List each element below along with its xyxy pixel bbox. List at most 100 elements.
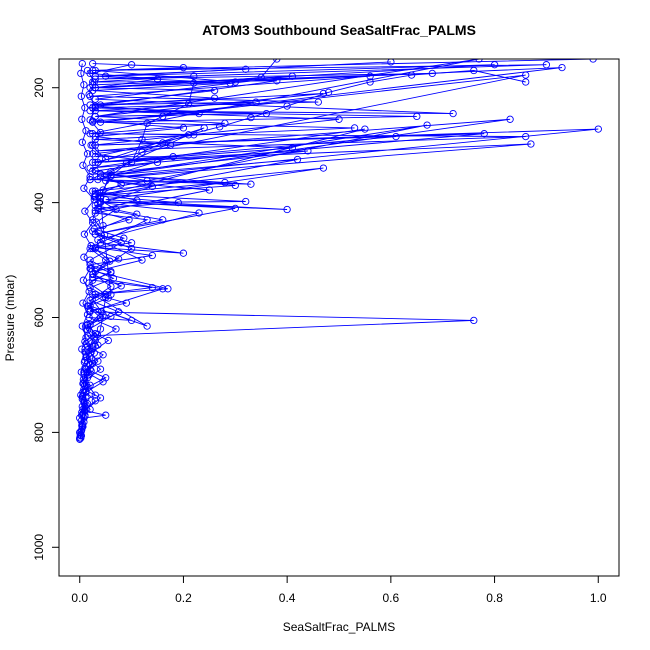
data-point xyxy=(91,391,99,399)
data-point xyxy=(179,124,188,132)
data-point xyxy=(179,249,188,257)
x-tick-label: 1.0 xyxy=(590,591,607,605)
data-point xyxy=(96,313,105,322)
y-tick-label: 800 xyxy=(32,422,46,442)
data-point xyxy=(231,181,239,190)
data-point xyxy=(112,325,120,333)
data-point xyxy=(77,368,85,376)
data-point xyxy=(506,115,514,123)
plot-area xyxy=(76,59,602,443)
data-point xyxy=(190,79,198,87)
data-point xyxy=(83,332,92,340)
data-point xyxy=(91,397,99,405)
data-point xyxy=(288,144,296,152)
data-point xyxy=(470,66,478,75)
series-8 xyxy=(76,59,98,422)
data-point xyxy=(89,227,97,235)
data-point xyxy=(366,72,374,80)
data-point xyxy=(120,234,128,242)
data-point xyxy=(324,88,333,96)
data-point xyxy=(252,98,260,106)
data-point xyxy=(184,100,193,108)
data-point xyxy=(138,256,146,264)
data-point xyxy=(114,255,123,263)
data-point xyxy=(184,131,193,139)
series-7 xyxy=(78,66,125,419)
series-line xyxy=(92,70,526,220)
data-point xyxy=(97,308,106,316)
series-line xyxy=(89,59,278,370)
data-point xyxy=(221,178,229,187)
data-point xyxy=(78,322,86,330)
chart-title: ATOM3 Southbound SeaSaltFrac_PALMS xyxy=(202,22,476,38)
data-point xyxy=(127,239,136,247)
data-point xyxy=(231,78,239,86)
data-point xyxy=(159,112,167,121)
data-point xyxy=(86,256,94,264)
data-point xyxy=(558,63,566,72)
data-point xyxy=(335,115,343,123)
x-tick-label: 0.4 xyxy=(279,591,296,605)
data-point xyxy=(102,293,110,302)
data-point xyxy=(527,140,535,148)
data-point xyxy=(94,175,102,184)
data-point xyxy=(90,78,98,86)
data-point xyxy=(77,427,85,435)
data-point xyxy=(407,71,416,79)
data-point xyxy=(216,123,224,131)
data-point xyxy=(79,299,87,307)
data-point xyxy=(91,158,99,167)
data-point xyxy=(470,316,478,325)
data-point xyxy=(85,90,93,99)
series-line xyxy=(79,63,95,419)
data-point xyxy=(138,148,146,156)
data-point xyxy=(92,218,100,226)
data-point xyxy=(107,282,115,291)
data-point xyxy=(195,209,203,217)
data-point xyxy=(78,59,86,68)
y-tick-label: 1000 xyxy=(32,534,46,561)
data-point xyxy=(80,81,88,89)
data-point xyxy=(88,167,96,176)
data-point xyxy=(164,285,172,293)
series-6 xyxy=(76,59,250,443)
data-point xyxy=(96,194,105,202)
data-point xyxy=(96,128,105,137)
data-point xyxy=(86,265,94,273)
data-point xyxy=(94,200,102,208)
data-point xyxy=(78,138,86,146)
data-point xyxy=(247,180,255,188)
data-point xyxy=(169,153,177,161)
data-point xyxy=(242,197,250,206)
data-point xyxy=(195,109,203,118)
data-point xyxy=(143,119,151,127)
data-point xyxy=(79,276,88,284)
data-point xyxy=(99,186,107,194)
x-tick-label: 0.8 xyxy=(486,591,503,605)
data-point xyxy=(133,196,141,204)
data-point xyxy=(283,205,291,214)
y-axis-label: Pressure (mbar) xyxy=(3,275,17,362)
data-point xyxy=(125,216,133,224)
data-point xyxy=(392,132,400,141)
data-point xyxy=(127,244,136,253)
data-point xyxy=(87,141,95,149)
data-point xyxy=(80,418,88,426)
data-point xyxy=(114,308,123,316)
data-point xyxy=(242,65,250,73)
data-point xyxy=(293,155,302,164)
data-point xyxy=(159,139,167,147)
data-point xyxy=(80,230,89,238)
x-axis: 0.0 0.2 0.4 0.6 0.8 1.0 xyxy=(71,575,607,605)
data-point xyxy=(283,102,291,110)
y-tick-label: 200 xyxy=(32,77,46,97)
data-point xyxy=(87,242,95,250)
data-point xyxy=(81,207,89,215)
data-point xyxy=(80,184,88,192)
data-point xyxy=(107,267,115,276)
data-point xyxy=(89,150,97,158)
data-point xyxy=(257,73,265,82)
series-line xyxy=(79,59,526,433)
data-point xyxy=(84,302,93,310)
